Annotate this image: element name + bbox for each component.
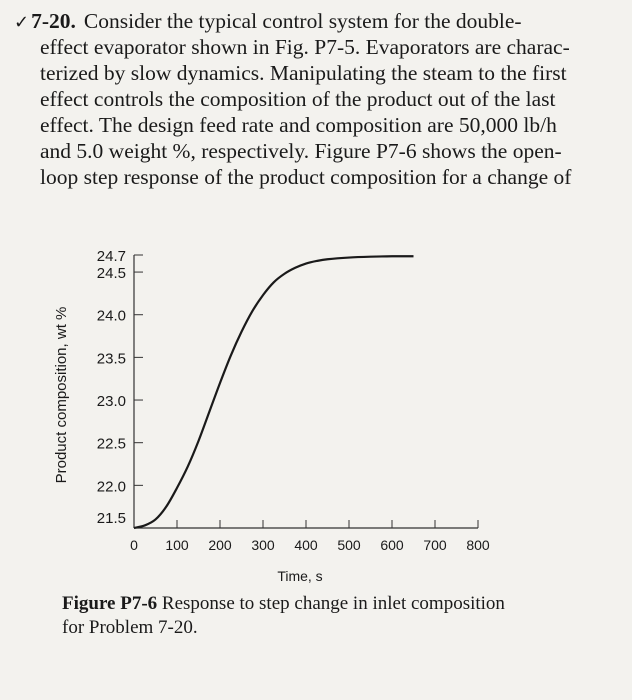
y-tick-label: 23.5 [97,350,126,367]
caption-line-1: Figure P7-6 Response to step change in i… [62,592,622,616]
caption-line-2: for Problem 7-20. [62,617,198,638]
y-tick-label: 24.0 [97,308,126,325]
x-tick-label: 500 [337,537,361,553]
x-tick-label: 0 [130,537,138,553]
x-tick-label: 300 [251,537,275,553]
problem-line: effect. The design feed rate and composi… [40,113,557,137]
y-tick-label: 24.7 [97,248,126,265]
x-tick-label: 100 [165,537,189,553]
caption-title: Figure P7-6 [62,593,158,614]
chart-series [133,255,414,530]
x-tick-label: 700 [423,537,447,553]
caption-text: Response to step change in inlet composi… [161,593,505,614]
problem-line: effect controls the composition of the p… [40,87,556,111]
x-tick-label: 800 [466,537,490,553]
x-axis-label: Time, s [277,568,322,584]
problem-statement: ✓7-20. Consider the typical control syste… [14,8,618,190]
x-tick-label: 600 [380,537,404,553]
problem-line: effect evaporator shown in Fig. P7-5. Ev… [40,35,570,59]
problem-number: 7-20. [31,9,76,33]
x-tick-label: 200 [208,537,232,553]
y-tick-label: 23.0 [97,393,126,410]
y-tick-label: 22.0 [97,478,126,495]
step-response-chart: 21.5 22.0 22.5 23.0 23.5 24.0 24.524.7 0 100 200… [53,248,490,584]
problem-line: loop step response of the product compos… [40,165,572,189]
problem-line: and 5.0 weight %, respectively. Figure P… [40,139,562,163]
problem-line: ✓7-20. Consider the typical control syste… [14,8,618,34]
y-tick-label: 21.5 [97,510,126,527]
chart-axes [133,255,478,529]
x-axis-ticks: 0 100 200 300 400 500 600 700 800 [130,520,490,553]
problem-line: terized by slow dynamics. Manipulating t… [40,61,567,85]
series-line [133,255,414,530]
check-mark-icon: ✓ [14,12,30,33]
problem-text: Consider the typical control system for … [83,9,522,33]
y-tick-label: 24.5 [97,265,126,282]
y-tick-label: 22.5 [97,436,126,453]
y-axis-label: Product composition, wt % [53,307,70,484]
x-tick-label: 400 [294,537,318,553]
figure-caption: Figure P7-6 Response to step change in i… [62,592,622,640]
y-axis-ticks: 21.5 22.0 22.5 23.0 23.5 24.0 24.524.7 [97,248,143,529]
